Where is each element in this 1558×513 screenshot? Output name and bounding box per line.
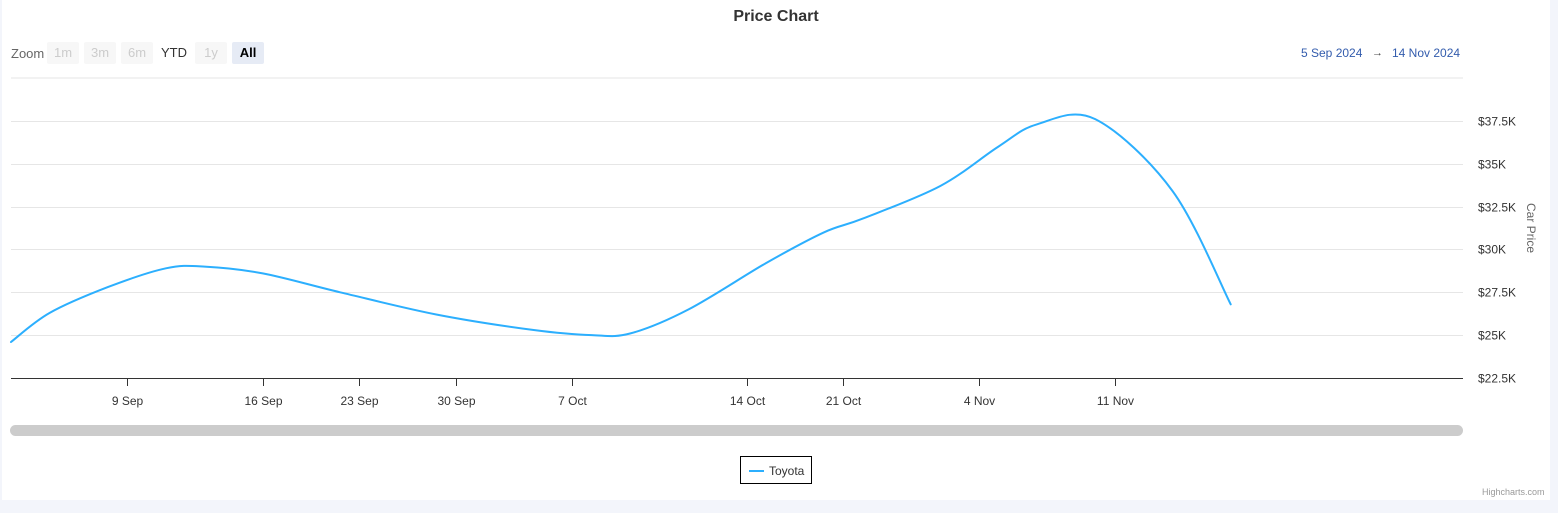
- zoom-label: Zoom: [11, 46, 45, 61]
- zoom-3m-button[interactable]: 3m: [84, 42, 116, 64]
- y-tick-label: $22.5K: [1478, 372, 1516, 386]
- x-tick-label: 7 Oct: [558, 394, 587, 408]
- series-line-toyota[interactable]: [10, 113, 1232, 343]
- zoom-1y-button[interactable]: 1y: [195, 42, 227, 64]
- y-tick-label: $32.5K: [1478, 201, 1516, 215]
- range-to-input[interactable]: 14 Nov 2024: [1392, 46, 1461, 60]
- x-tick-label: 30 Sep: [437, 394, 475, 408]
- zoom-ytd-button[interactable]: YTD: [158, 42, 190, 64]
- y-axis: $22.5K $25K $27.5K $30K $32.5K $35K $37.5K: [1478, 115, 1516, 386]
- x-tick-label: 11 Nov: [1097, 394, 1134, 408]
- x-tick-label: 9 Sep: [112, 394, 144, 408]
- zoom-1m-button[interactable]: 1m: [47, 42, 79, 64]
- y-axis-title: Car Price: [1524, 203, 1538, 253]
- x-tick-label: 23 Sep: [340, 394, 378, 408]
- x-axis: 9 Sep 16 Sep 23 Sep 30 Sep 7 Oct 14 Oct 21 Oct…: [11, 378, 1463, 408]
- legend-item-toyota[interactable]: Toyota: [769, 464, 805, 478]
- grid-lines: [11, 77, 1463, 336]
- y-tick-label: $25K: [1478, 329, 1506, 343]
- credits-link[interactable]: Highcharts.com: [1482, 487, 1545, 497]
- chart-title: Price Chart: [733, 8, 819, 25]
- y-tick-label: $27.5K: [1478, 286, 1516, 300]
- y-tick-label: $30K: [1478, 243, 1506, 257]
- zoom-all-button[interactable]: All: [232, 42, 264, 64]
- x-tick-label: 14 Oct: [730, 394, 766, 408]
- x-tick-label: 16 Sep: [244, 394, 282, 408]
- range-from-input[interactable]: 5 Sep 2024: [1301, 46, 1363, 60]
- y-tick-label: $37.5K: [1478, 115, 1516, 129]
- y-tick-label: $35K: [1478, 158, 1506, 172]
- navigator-scrollbar[interactable]: [10, 425, 1463, 436]
- series-group: [10, 113, 1232, 343]
- x-tick-label: 4 Nov: [964, 394, 995, 408]
- legend-series-marker: [749, 470, 764, 472]
- x-tick-label: 21 Oct: [826, 394, 862, 408]
- range-arrow: →: [1372, 47, 1383, 59]
- zoom-6m-button[interactable]: 6m: [121, 42, 153, 64]
- legend[interactable]: Toyota: [740, 456, 812, 484]
